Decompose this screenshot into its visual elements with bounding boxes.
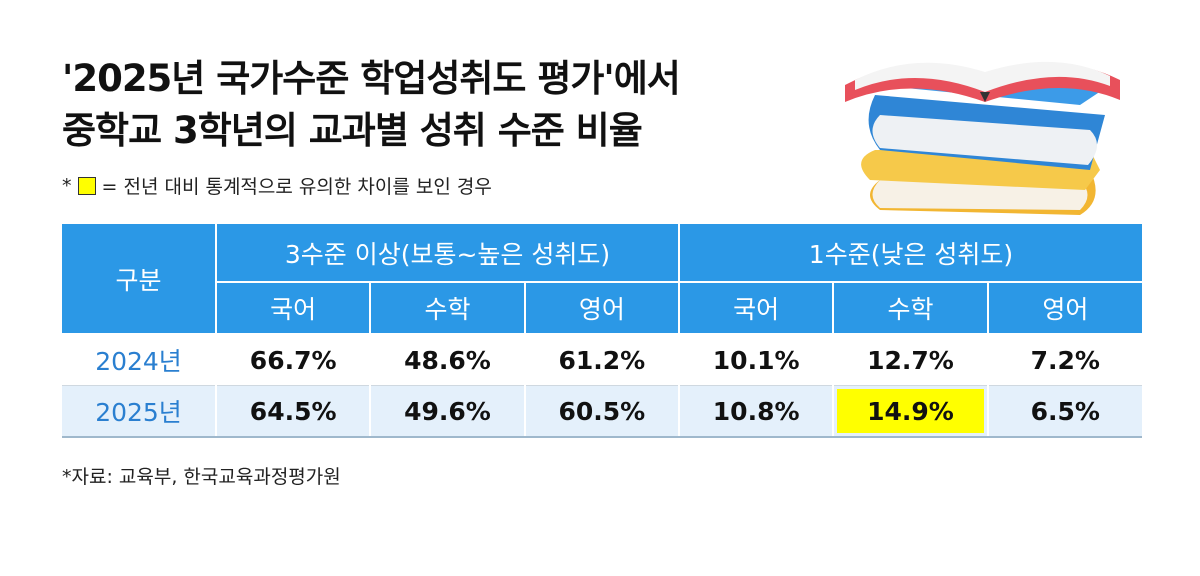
title-line: 중학교 3학년의 교과별 성취 수준 비율	[62, 109, 643, 152]
note-swatch	[77, 176, 96, 195]
cell: 66.7%	[214, 334, 371, 386]
subject-header: 영어	[986, 282, 1142, 335]
cell: 7.2%	[986, 334, 1142, 386]
cell: 49.6%	[369, 385, 525, 438]
subject-header: 국어	[677, 282, 835, 335]
group-header: 3수준 이상(보통~높은 성취도)	[215, 224, 680, 283]
cell: 10.1%	[677, 334, 834, 386]
subject-header: 수학	[369, 282, 526, 335]
row-label: 2024년	[62, 334, 216, 386]
cell: 64.5%	[214, 385, 371, 438]
note: * = 전년 대비 통계적으로 유의한 차이를 보인 경우	[62, 172, 492, 199]
note-prefix: *	[62, 174, 72, 197]
header-row: 국어 수학 영어 국어 수학 영어	[62, 282, 1142, 335]
subject-header: 수학	[832, 282, 989, 335]
data-row: 2025년 64.5% 49.6% 60.5% 10.8% 14.9% 6.5%	[62, 385, 1142, 438]
title-line: '2025년 국가수준 학업성취도 평가'에서	[62, 57, 681, 100]
data-row: 2024년 66.7% 48.6% 61.2% 10.1% 12.7% 7.2%	[62, 334, 1142, 386]
note-text: = 전년 대비 통계적으로 유의한 차이를 보인 경우	[101, 176, 492, 198]
cell: 48.6%	[369, 334, 525, 386]
corner-header: 구분	[62, 224, 217, 335]
table: 구분 3수준 이상(보통~높은 성취도) 1수준(낮은 성취도) 국어 수학 영어 국어 수학…	[62, 224, 1142, 438]
subject-header: 국어	[214, 282, 372, 335]
group-header: 1수준(낮은 성취도)	[677, 224, 1142, 283]
cell: 61.2%	[523, 334, 679, 386]
source: *자료: 교육부, 한국교육과정평가원	[62, 466, 341, 488]
row-label: 2025년	[62, 385, 216, 438]
cell: 14.9%	[832, 385, 988, 438]
cell: 60.5%	[523, 385, 679, 438]
subject-header: 영어	[523, 282, 680, 335]
header-row: 구분 3수준 이상(보통~높은 성취도) 1수준(낮은 성취도)	[62, 224, 1142, 335]
books-illustration	[845, 61, 1120, 215]
cell: 6.5%	[986, 385, 1142, 438]
cell: 12.7%	[832, 334, 988, 386]
cell: 10.8%	[677, 385, 834, 438]
